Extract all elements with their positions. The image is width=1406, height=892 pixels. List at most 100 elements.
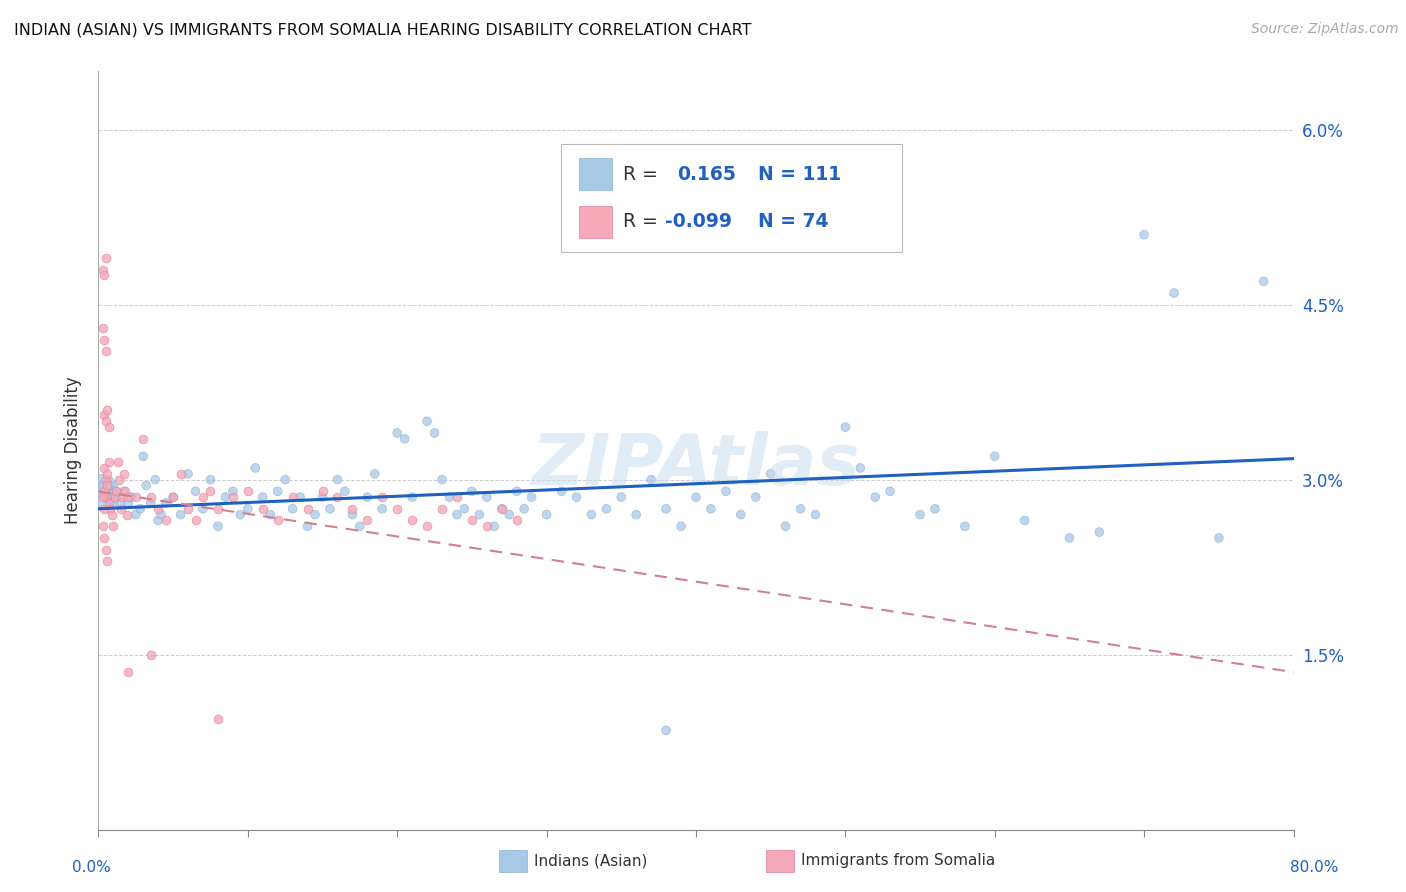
Point — [655, 501, 678, 516]
Point — [304, 508, 326, 522]
Text: N = 74: N = 74 — [758, 212, 828, 231]
Point — [207, 712, 229, 726]
Point — [139, 496, 162, 510]
Point — [94, 542, 117, 557]
Point — [453, 501, 475, 516]
Point — [93, 484, 115, 499]
Point — [105, 484, 128, 499]
Point — [110, 501, 132, 516]
Point — [342, 501, 364, 516]
Point — [506, 484, 529, 499]
Point — [865, 490, 887, 504]
Point — [371, 501, 394, 516]
Point — [177, 467, 200, 481]
Point — [96, 467, 118, 481]
Point — [93, 409, 115, 423]
Point — [311, 490, 333, 504]
Point — [252, 501, 274, 516]
Point — [94, 473, 117, 487]
Point — [94, 344, 117, 359]
Point — [439, 490, 461, 504]
Point — [416, 414, 439, 428]
Point — [610, 490, 633, 504]
Point — [349, 519, 371, 533]
Point — [730, 508, 752, 522]
Point — [1059, 531, 1081, 545]
Point — [96, 478, 118, 492]
Point — [267, 484, 290, 499]
Point — [125, 508, 148, 522]
Point — [91, 478, 114, 492]
Point — [908, 508, 931, 522]
Point — [595, 501, 617, 516]
Point — [117, 665, 139, 679]
Point — [319, 501, 342, 516]
Point — [416, 519, 439, 533]
Text: R =: R = — [623, 165, 658, 184]
Point — [177, 501, 200, 516]
Text: ZIPAtlas: ZIPAtlas — [531, 431, 860, 500]
Point — [236, 501, 259, 516]
Point — [714, 484, 737, 499]
Point — [550, 484, 572, 499]
Point — [879, 484, 901, 499]
Point — [103, 496, 125, 510]
Point — [297, 501, 319, 516]
Point — [626, 508, 648, 522]
Text: R =: R = — [623, 212, 658, 231]
Point — [93, 531, 115, 545]
Point — [104, 484, 127, 499]
Point — [259, 508, 281, 522]
Text: Indians (Asian): Indians (Asian) — [534, 854, 648, 868]
Point — [1163, 285, 1185, 300]
Point — [132, 450, 155, 464]
Point — [484, 519, 506, 533]
Point — [491, 501, 513, 516]
Point — [112, 484, 135, 499]
Point — [148, 501, 170, 516]
Point — [759, 467, 782, 481]
Point — [430, 501, 453, 516]
Point — [491, 501, 513, 516]
Point — [401, 513, 423, 527]
Text: 0.165: 0.165 — [676, 165, 735, 184]
Point — [640, 473, 662, 487]
Point — [139, 648, 162, 662]
Point — [461, 484, 484, 499]
Point — [93, 268, 115, 283]
Point — [90, 484, 112, 499]
Point — [565, 490, 588, 504]
Point — [446, 490, 468, 504]
Point — [281, 501, 304, 516]
Point — [114, 484, 136, 499]
Point — [101, 508, 124, 522]
Point — [104, 490, 127, 504]
Point — [222, 484, 245, 499]
Point — [97, 484, 120, 499]
Point — [356, 513, 378, 527]
Y-axis label: Hearing Disability: Hearing Disability — [65, 376, 83, 524]
Point — [342, 508, 364, 522]
Point — [1014, 513, 1036, 527]
Point — [93, 461, 115, 475]
Point — [1088, 525, 1111, 540]
Point — [107, 490, 129, 504]
Point — [155, 496, 177, 510]
Point — [326, 473, 349, 487]
Point — [214, 490, 236, 504]
Point — [475, 519, 498, 533]
Point — [446, 508, 468, 522]
Point — [274, 473, 297, 487]
Point — [200, 473, 222, 487]
Point — [520, 490, 543, 504]
Point — [132, 432, 155, 446]
Point — [385, 425, 409, 440]
Point — [108, 473, 131, 487]
Point — [229, 508, 252, 522]
Point — [200, 484, 222, 499]
Point — [326, 490, 349, 504]
Point — [94, 490, 117, 504]
Point — [184, 484, 207, 499]
Point — [184, 513, 207, 527]
Point — [371, 490, 394, 504]
